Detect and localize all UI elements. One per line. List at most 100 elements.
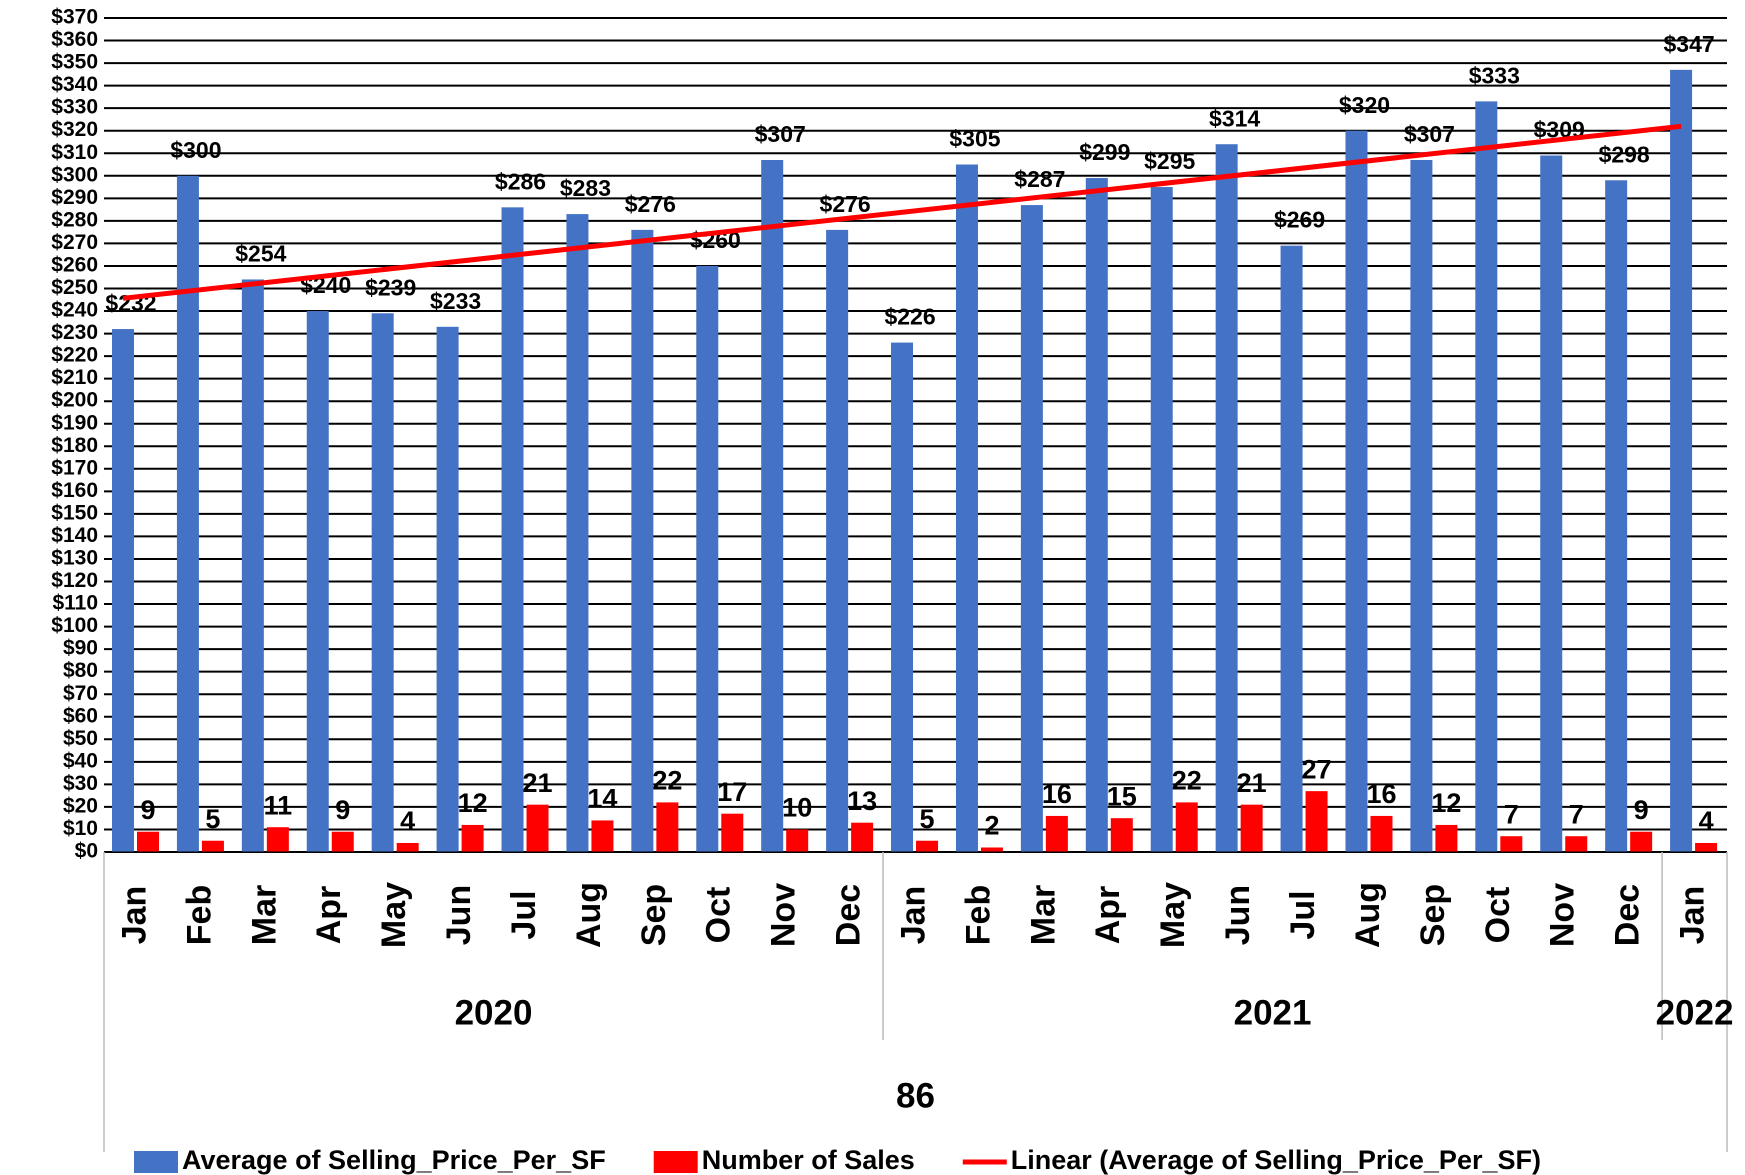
x-tick-label: Jan [1674,886,1712,945]
bar [1045,815,1068,852]
y-tick-label: $210 [51,366,98,389]
bar [980,847,1003,852]
x-tick-label: Apr [1089,886,1127,945]
y-tick-label: $60 [63,704,98,727]
y-tick-label: $190 [51,411,98,434]
bar [306,311,329,852]
bar [1215,144,1238,852]
group-label: 2022 [1656,993,1734,1032]
bar [1280,245,1303,853]
bar [1605,180,1628,853]
bar [1110,818,1133,852]
data-label: 4 [400,806,415,836]
y-tick-label: $140 [51,524,98,547]
data-label: 4 [1699,806,1714,836]
bar [1150,187,1173,852]
x-tick-label: Jun [440,885,478,945]
data-label: 5 [920,804,935,834]
bar [851,822,874,852]
data-label: $300 [170,137,221,163]
bar [1410,160,1433,853]
bar [566,214,589,852]
bar [1695,842,1718,852]
y-tick-label: $130 [51,547,98,570]
x-tick-label: Sep [1414,884,1452,946]
y-tick-label: $240 [51,299,98,322]
bar [112,329,134,852]
bar [396,842,419,852]
x-tick-label: Dec [1609,884,1647,946]
legend-swatch [653,1151,698,1173]
bar [371,313,394,852]
bar [631,229,654,852]
data-label: 2 [984,811,999,841]
y-tick-label: $260 [51,253,98,276]
bar [461,824,484,852]
data-label: $276 [625,191,676,217]
data-label: 9 [335,795,350,825]
bar [1435,824,1458,852]
bar [826,229,849,852]
bar [1085,178,1108,852]
y-tick-label: $350 [51,51,98,74]
data-label: 15 [1107,781,1137,811]
data-label: 12 [1431,788,1461,818]
data-label: $276 [820,191,871,217]
x-tick-label: May [1154,882,1192,948]
x-tick-label: Aug [570,882,608,948]
bar [137,831,159,852]
x-tick-label: Jun [1219,885,1257,945]
bar [1500,836,1523,852]
x-tick-label: Nov [1544,883,1582,947]
bar [656,802,679,852]
bar [1305,791,1328,852]
bar [891,342,914,852]
data-label: 22 [1172,766,1202,796]
data-label: 11 [264,790,293,820]
bar [721,813,744,852]
x-tick-label: Aug [1349,882,1387,948]
bar [436,326,459,852]
y-tick-label: $310 [51,141,98,164]
bar [1370,815,1393,852]
bar [591,820,614,852]
bar [1630,831,1653,852]
bar [1670,69,1693,852]
y-tick-label: $30 [63,772,98,795]
x-tick-label: May [375,882,413,948]
data-label: 21 [1237,768,1267,798]
y-tick-label: $300 [51,163,98,186]
data-label: $233 [430,288,481,314]
data-label: $254 [235,241,286,267]
data-label: 22 [652,766,682,796]
y-tick-label: $120 [51,569,98,592]
y-tick-label: $20 [63,794,98,817]
y-tick-label: $200 [51,389,98,412]
y-tick-label: $230 [51,321,98,344]
y-tick-label: $50 [63,727,98,750]
legend-swatch [134,1151,178,1173]
y-tick-label: $180 [51,434,98,457]
data-label: 12 [458,788,488,818]
x-tick-label: Oct [1479,887,1517,944]
y-tick-label: $360 [51,28,98,51]
bar [786,829,809,852]
legend-label: Linear (Average of Selling_Price_Per_SF) [1011,1145,1541,1175]
x-tick-label: Jul [505,890,543,939]
data-label: 5 [205,804,220,834]
bar [1345,130,1368,852]
data-label: 27 [1302,754,1332,784]
bar [1565,836,1588,852]
y-tick-label: $250 [51,276,98,299]
data-label: $286 [495,168,546,194]
y-tick-label: $100 [51,614,98,637]
data-label: $307 [1404,121,1455,147]
bar [176,175,199,852]
y-tick-label: $80 [63,659,98,682]
bar [1020,205,1043,852]
outer-category-label: 86 [896,1076,935,1115]
x-tick-label: Jan [894,886,932,945]
bar [955,164,978,852]
data-label: 17 [717,777,747,807]
